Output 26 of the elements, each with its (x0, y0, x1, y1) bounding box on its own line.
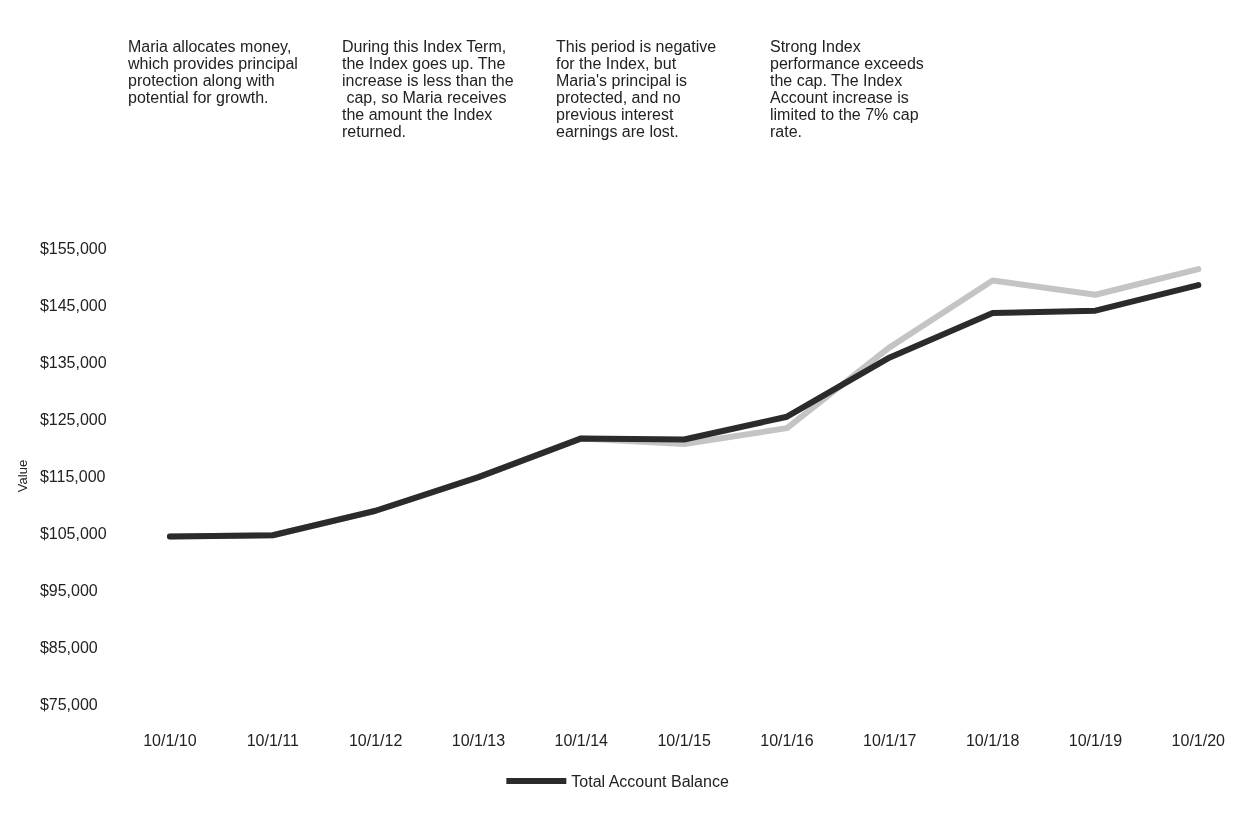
x-tick-label: 10/1/19 (1068, 731, 1123, 749)
x-tick-label: 10/1/16 (760, 731, 814, 749)
legend-label: Total Account Balance (571, 772, 729, 790)
text: Maria allocates money, which provides principal protection along with potential for growth. (127, 38, 303, 106)
y-tick-label: $95,000 (39, 581, 98, 599)
x-tick-label: 10/1/13 (451, 731, 506, 749)
x-tick-label: 10/1/15 (657, 731, 711, 749)
y-tick-label: $145,000 (39, 296, 107, 314)
text: Strong Index performance exceeds the cap. The Index Account increase is limited to the 7% cap rate. (770, 38, 929, 140)
y-tick-label: $135,000 (39, 353, 107, 371)
x-tick-label: 10/1/18 (965, 731, 1020, 749)
y-tick-label: $155,000 (39, 239, 107, 257)
x-tick-label: 10/1/12 (348, 731, 403, 749)
y-tick-label: $85,000 (39, 638, 98, 656)
x-tick-label: 10/1/20 (1171, 731, 1226, 749)
text: This period is negative for the Index, but Maria's principal is protected, and no previous interest earnings are lost. (556, 38, 721, 140)
y-tick-label: $105,000 (39, 524, 107, 542)
x-tick-label: 10/1/11 (246, 731, 299, 749)
text: During this Index Term, the Index goes up. The increase is less than the cap, so Maria receives the amount the Index returned. (342, 38, 514, 140)
y-tick-label: $115,000 (39, 467, 106, 485)
x-tick-label: 10/1/10 (143, 731, 197, 749)
y-tick-label: $125,000 (39, 410, 107, 428)
x-tick-label: 10/1/17 (863, 731, 917, 749)
y-tick-label: $75,000 (39, 695, 98, 713)
y-axis-title: Value (15, 459, 30, 493)
x-tick-label: 10/1/14 (554, 731, 609, 749)
